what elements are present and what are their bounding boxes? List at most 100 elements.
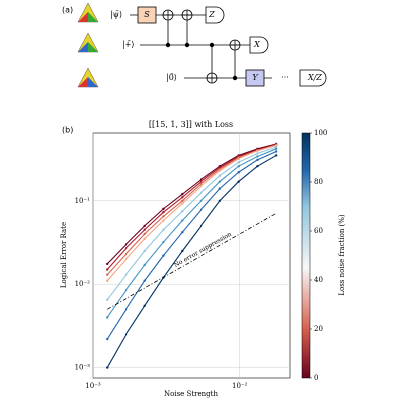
circuit: (a) |ψ̄⟩ |+̄⟩ |0̄⟩ S Z X Y ··· X/Z [62,2,327,88]
gate-label: S [144,10,150,19]
point [143,228,146,231]
plot-area [92,132,291,379]
state: |0̄⟩ [166,73,177,82]
point [237,157,240,160]
point [124,243,128,246]
y-tick-label: 10⁻¹ [75,197,91,205]
point [143,249,146,253]
point [199,180,203,183]
point [106,316,109,319]
point [218,180,222,183]
point [143,279,146,282]
point [162,228,165,231]
point [218,199,222,202]
point [124,308,128,311]
point [143,263,146,267]
point [143,304,146,308]
series-line [106,146,277,301]
point [274,150,278,153]
point [106,366,109,369]
colorbar-label: Loss noise fraction (%) [338,214,346,296]
state: |ψ̄⟩ [110,10,122,19]
chart-title: [[15, 1, 3]] with Loss [149,120,233,129]
point [199,184,203,188]
point [162,219,165,222]
point [199,178,203,181]
point [162,207,165,211]
y-tick-label: 10⁻³ [75,364,91,372]
point [162,240,165,244]
point [124,257,128,261]
y-tick-label: 10⁻² [75,280,91,288]
point [162,215,165,218]
point [181,196,184,199]
measurement: X/Z [307,73,322,82]
point [199,199,203,202]
series-line [106,144,277,270]
icons [77,2,99,88]
point [199,191,203,194]
point [274,154,278,157]
point [274,147,278,151]
point [256,164,259,168]
point [181,199,184,202]
series-line [106,150,277,340]
point [106,273,109,276]
point [124,333,128,336]
point [181,249,184,253]
point [106,337,109,341]
point [237,164,240,168]
point [106,279,109,282]
point [124,247,128,250]
panel-label: (a) [62,6,73,15]
state: |+̄⟩ [122,40,135,49]
series-line [106,148,277,318]
point [143,232,146,236]
point [124,252,128,256]
colorbar-tick-label: 40 [314,276,323,284]
point [181,231,184,234]
colorbar [301,132,311,379]
point [181,210,184,213]
colorbar-tick-label: 20 [314,325,323,333]
gate-label: Y [252,73,258,82]
point [237,161,240,164]
point [237,180,240,183]
series-line [106,154,277,368]
point [256,155,259,158]
point [199,224,203,228]
colorbar-tick-label: 60 [314,227,323,235]
point [143,237,146,241]
point [218,174,222,177]
point [199,182,203,185]
colorbar-tick-label: 80 [314,178,323,186]
measurement: X [253,40,260,49]
point [124,273,128,276]
point [162,210,165,214]
panel-label: (b) [62,126,73,135]
point [237,171,240,174]
point [256,152,259,155]
point [218,169,222,172]
x-tick-label: 10⁻² [232,382,248,390]
measurement: Z [208,10,215,19]
series-line [106,144,277,282]
colorbar-tick-label: 0 [314,374,318,382]
point [256,149,259,152]
point [181,219,184,222]
point [106,298,109,301]
point [218,187,222,190]
colorbar-tick-label: 100 [314,129,327,137]
point [124,288,128,292]
point [106,262,109,266]
y-axis-label: Logical Error Rate [60,222,68,288]
x-tick-label: 10⁻³ [85,382,101,390]
series-line [106,143,277,265]
point [199,208,203,211]
point [143,224,146,228]
point [181,192,184,196]
x-axis-label: Noise Strength [164,390,218,398]
point [256,158,259,162]
point [274,145,278,149]
